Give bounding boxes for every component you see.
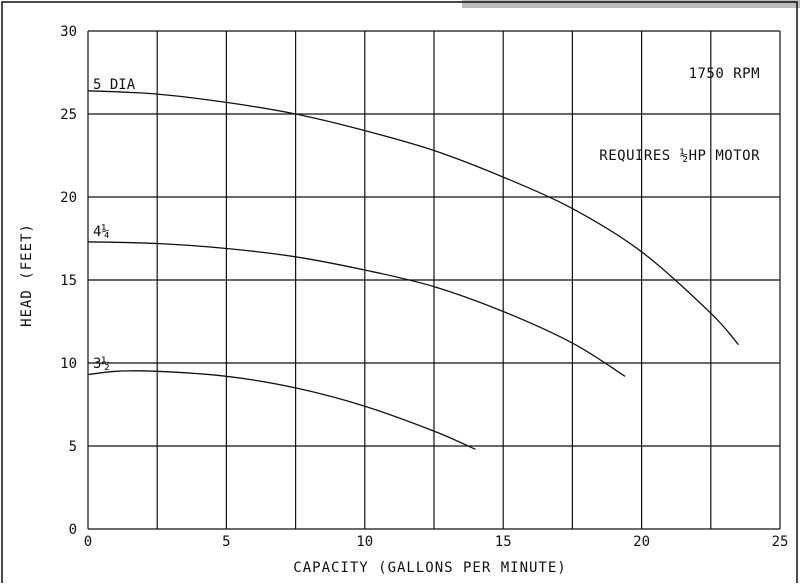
curve-line-0	[87, 90, 739, 346]
grid-lines	[87, 30, 781, 530]
motor-annotation: REQUIRES ½HP MOTOR	[599, 148, 760, 164]
curve-line-2	[87, 370, 476, 450]
y-tick-label-3: 15	[60, 273, 77, 289]
y-tick-label-4: 20	[60, 190, 77, 206]
x-tick-label-1: 5	[222, 534, 230, 550]
curve-label-3-half: 3½	[93, 356, 110, 372]
performance-curves	[87, 90, 739, 450]
x-tick-label-0: 0	[84, 534, 92, 550]
curve-label-5-dia: 5 DIA	[93, 77, 136, 93]
y-tick-label-5: 25	[60, 107, 77, 123]
x-axis-title: CAPACITY (GALLONS PER MINUTE)	[293, 560, 566, 576]
curve-line-1	[87, 241, 626, 377]
y-tick-label-1: 5	[69, 439, 77, 455]
x-tick-label-4: 20	[633, 534, 650, 550]
y-tick-label-0: 0	[69, 522, 77, 538]
y-tick-label-6: 30	[60, 24, 77, 40]
y-axis-title: HEAD (FEET)	[19, 223, 35, 327]
y-tick-label-2: 10	[60, 356, 77, 372]
top-right-bar	[462, 0, 800, 8]
x-tick-label-2: 10	[356, 534, 373, 550]
curve-label-4-quarter: 4¼	[93, 224, 110, 240]
tick-labels: 0 5 10 15 20 25 0 5 10 15 20 25 30	[60, 24, 788, 550]
x-tick-label-3: 15	[495, 534, 512, 550]
rpm-annotation: 1750 RPM	[689, 66, 760, 82]
x-tick-label-5: 25	[772, 534, 789, 550]
